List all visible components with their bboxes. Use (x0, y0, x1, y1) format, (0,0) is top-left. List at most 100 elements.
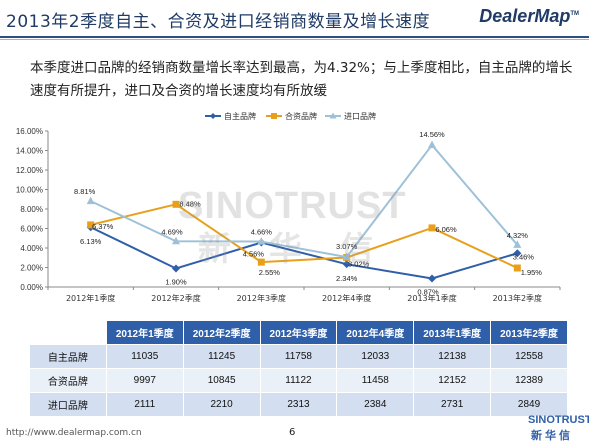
data-label: 3.07% (336, 242, 358, 251)
table-cell: 12138 (413, 344, 492, 369)
data-label: 8.48% (179, 199, 201, 208)
data-label: 2.34% (336, 274, 358, 283)
table-cell: 12152 (413, 368, 492, 393)
table-header-cell: 2012年3季度 (259, 320, 338, 345)
y-tick-label: 14.00% (16, 147, 43, 156)
table-cell: 2313 (259, 392, 338, 417)
legend-marker (271, 113, 277, 119)
table-cell: 11122 (259, 368, 338, 393)
data-label: 6.06% (435, 225, 457, 234)
data-point (172, 264, 180, 273)
brand-trademark: TM (570, 11, 579, 17)
y-tick-label: 0.00% (20, 283, 43, 292)
table-cell: 10845 (182, 368, 261, 393)
data-point (172, 200, 180, 208)
data-label: 1.90% (165, 277, 187, 286)
data-label: 1.95% (521, 268, 543, 277)
data-point (513, 249, 522, 258)
data-label: 4.69% (161, 227, 183, 236)
table-header-cell: 2013年1季度 (413, 320, 492, 345)
title-divider (0, 36, 589, 38)
y-tick-label: 2.00% (20, 264, 43, 273)
y-tick-label: 6.00% (20, 225, 43, 234)
data-label: 4.66% (251, 228, 273, 237)
growth-line-chart: 0.00% 2.00% 4.00% 6.00% 8.00% 10.00% 12.00% 14.… (16, 111, 561, 303)
y-tick-label: 8.00% (20, 205, 43, 214)
series-line (90, 203, 518, 269)
table-cell: 2849 (490, 392, 568, 417)
data-point (257, 237, 266, 245)
table-header-cell: 2013年2季度 (490, 320, 568, 345)
table-cell: 12558 (490, 344, 568, 369)
table-header-cell (29, 320, 107, 345)
legend-label: 合资品牌 (285, 111, 317, 121)
table-cell: 2384 (336, 392, 415, 417)
data-point (342, 252, 351, 261)
table-header-row: 2012年1季度 2012年2季度 2012年3季度 2012年4季度 2013… (29, 320, 568, 345)
table-cell: 11758 (259, 344, 338, 369)
legend-label: 自主品牌 (224, 111, 256, 121)
data-point (428, 224, 436, 232)
dealermap-logo: DealerMapTM (479, 6, 579, 27)
data-label: 14.56% (419, 130, 445, 139)
page-number: 6 (289, 427, 296, 438)
table-cell: 11035 (105, 344, 184, 369)
sinotrust-logo-cn: 新华信 (531, 429, 573, 442)
table-header-cell: 2012年2季度 (182, 320, 261, 345)
series-line (90, 143, 519, 259)
table-cell: 2731 (413, 392, 492, 417)
x-tick-label: 2012年2季度 (151, 293, 200, 303)
data-label: 8.81% (74, 187, 96, 196)
y-tick-label: 12.00% (16, 166, 43, 175)
data-point (172, 236, 180, 245)
legend-marker (329, 112, 337, 119)
table-cell: 12033 (336, 344, 415, 369)
footer-url: http://www.dealermap.com.cn (6, 428, 142, 438)
data-point (513, 264, 521, 272)
table-cell: 2210 (182, 392, 261, 417)
data-point (428, 274, 436, 283)
data-point (87, 221, 95, 229)
data-label: 0.87% (417, 288, 439, 297)
x-tick-label: 2013年1季度 (407, 293, 456, 303)
table-row: 自主品牌 11035 11245 11758 12033 12138 12558 (29, 344, 568, 369)
data-label: 6.13% (80, 237, 102, 246)
y-tick-label: 4.00% (20, 244, 43, 253)
headline-text: 本季度进口品牌的经销商数量增长率达到最高，为4.32%；与上季度相比，自主品牌的… (30, 60, 573, 99)
y-tick-label: 10.00% (16, 186, 43, 195)
data-point (428, 140, 436, 149)
x-tick-label: 2012年3季度 (237, 293, 286, 303)
y-tick-label: 16.00% (16, 127, 43, 136)
table-row: 进口品牌 2111 2210 2313 2384 2731 2849 (29, 392, 568, 417)
brand-name: DealerMap (479, 6, 571, 26)
table-header-cell: 2012年4季度 (336, 320, 415, 345)
x-tick-label: 2012年4季度 (322, 293, 371, 303)
table-cell: 11245 (182, 344, 261, 369)
data-point (86, 196, 95, 205)
data-point (513, 240, 522, 248)
table-cell: 12389 (490, 368, 568, 393)
dealer-count-table: 2012年1季度 2012年2季度 2012年3季度 2012年4季度 2013… (29, 320, 568, 417)
sinotrust-logo: SINOTRUST (528, 414, 589, 426)
data-label: 4.56% (243, 250, 265, 259)
table-row: 合资品牌 9997 10845 11122 11458 12152 12389 (29, 368, 568, 393)
table-cell: 2111 (105, 392, 184, 417)
table-cell: 9997 (105, 368, 184, 393)
legend-marker (210, 113, 216, 119)
data-label: 4.32% (507, 231, 529, 240)
data-label: 6.37% (92, 222, 114, 231)
legend-label: 进口品牌 (344, 111, 376, 121)
data-point (257, 258, 265, 266)
watermark-en: SINOTRUST (178, 185, 407, 227)
x-tick-label: 2012年1季度 (66, 293, 115, 303)
table-cell: 合资品牌 (29, 368, 107, 393)
data-label: 2.55% (259, 268, 281, 277)
data-label: 3.46% (513, 252, 535, 261)
data-label: 3.02% (348, 260, 370, 269)
data-point (342, 260, 351, 269)
table-cell: 11458 (336, 368, 415, 393)
table-cell: 进口品牌 (29, 392, 107, 417)
x-tick-label: 2013年2季度 (493, 293, 542, 303)
table-header-cell: 2012年1季度 (105, 320, 184, 345)
slide-title: 2013年2季度自主、合资及进口经销商数量及增长速度 (6, 12, 431, 32)
